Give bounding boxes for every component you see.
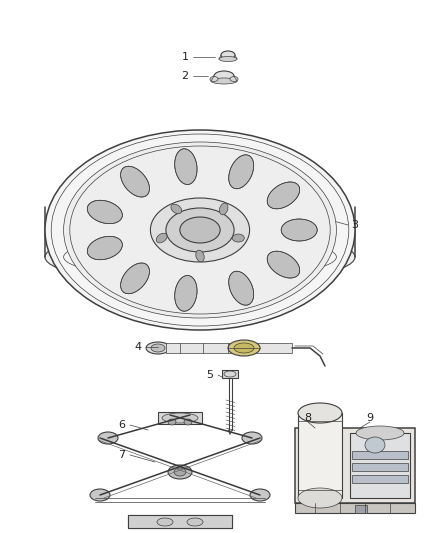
Ellipse shape <box>229 271 254 305</box>
Bar <box>352 451 408 459</box>
Ellipse shape <box>219 203 228 215</box>
Ellipse shape <box>210 77 218 82</box>
Ellipse shape <box>162 413 198 423</box>
Ellipse shape <box>298 403 342 423</box>
Ellipse shape <box>98 432 118 444</box>
Ellipse shape <box>120 263 149 294</box>
Ellipse shape <box>356 426 404 440</box>
Bar <box>222 370 238 378</box>
Ellipse shape <box>157 518 173 526</box>
Ellipse shape <box>267 182 300 209</box>
Ellipse shape <box>242 432 262 444</box>
Ellipse shape <box>45 130 355 330</box>
Ellipse shape <box>221 51 235 59</box>
Ellipse shape <box>175 149 197 184</box>
Ellipse shape <box>214 71 234 81</box>
Bar <box>295 428 415 503</box>
Ellipse shape <box>175 276 197 311</box>
Text: 7: 7 <box>118 450 126 460</box>
Bar <box>295 503 415 513</box>
Ellipse shape <box>187 518 203 526</box>
Text: 3: 3 <box>352 220 358 230</box>
Text: 1: 1 <box>181 52 188 62</box>
Ellipse shape <box>219 56 237 61</box>
Ellipse shape <box>230 77 238 82</box>
Text: 2: 2 <box>181 71 189 81</box>
Ellipse shape <box>90 489 110 501</box>
Ellipse shape <box>120 166 149 197</box>
Ellipse shape <box>365 437 385 453</box>
Text: 5: 5 <box>206 370 213 380</box>
Text: 9: 9 <box>367 413 374 423</box>
Ellipse shape <box>45 229 355 285</box>
Ellipse shape <box>228 340 260 356</box>
Ellipse shape <box>184 419 192 425</box>
Text: 4: 4 <box>134 342 141 352</box>
Ellipse shape <box>196 250 204 262</box>
Ellipse shape <box>180 217 220 243</box>
Ellipse shape <box>211 78 237 84</box>
Ellipse shape <box>174 468 186 476</box>
Ellipse shape <box>281 219 317 241</box>
Ellipse shape <box>232 234 244 242</box>
Bar <box>352 475 408 483</box>
Ellipse shape <box>267 251 300 278</box>
Ellipse shape <box>146 342 170 354</box>
Ellipse shape <box>168 419 176 425</box>
Bar <box>128 515 232 528</box>
Ellipse shape <box>156 233 167 243</box>
Bar <box>298 413 342 498</box>
Ellipse shape <box>87 236 122 260</box>
Polygon shape <box>166 343 292 353</box>
Ellipse shape <box>64 142 336 318</box>
Ellipse shape <box>151 344 165 352</box>
Bar <box>158 412 202 424</box>
Ellipse shape <box>229 155 254 189</box>
Ellipse shape <box>150 198 250 262</box>
Ellipse shape <box>250 489 270 501</box>
Ellipse shape <box>87 200 122 224</box>
Ellipse shape <box>166 208 234 252</box>
Ellipse shape <box>171 204 182 214</box>
Text: 8: 8 <box>304 413 311 423</box>
Ellipse shape <box>168 465 192 479</box>
Text: 6: 6 <box>119 420 126 430</box>
Bar <box>352 463 408 471</box>
Ellipse shape <box>298 488 342 508</box>
Ellipse shape <box>234 343 254 353</box>
Bar <box>350 433 410 498</box>
Polygon shape <box>128 515 232 528</box>
Bar <box>355 505 367 513</box>
